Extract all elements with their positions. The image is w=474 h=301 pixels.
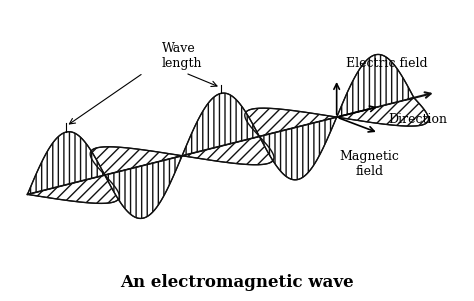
Polygon shape bbox=[245, 108, 337, 136]
Text: Magnetic
field: Magnetic field bbox=[339, 150, 399, 178]
Text: Wave
length: Wave length bbox=[162, 42, 202, 70]
Polygon shape bbox=[27, 132, 105, 194]
Polygon shape bbox=[90, 147, 182, 175]
Polygon shape bbox=[182, 136, 274, 165]
Polygon shape bbox=[27, 175, 119, 203]
Polygon shape bbox=[337, 98, 428, 126]
Text: An electromagnetic wave: An electromagnetic wave bbox=[120, 274, 354, 291]
Polygon shape bbox=[182, 93, 259, 156]
Polygon shape bbox=[337, 54, 414, 117]
Polygon shape bbox=[105, 156, 182, 219]
Polygon shape bbox=[259, 117, 337, 180]
Text: Electric field: Electric field bbox=[346, 57, 428, 70]
Text: Direction: Direction bbox=[389, 113, 447, 126]
